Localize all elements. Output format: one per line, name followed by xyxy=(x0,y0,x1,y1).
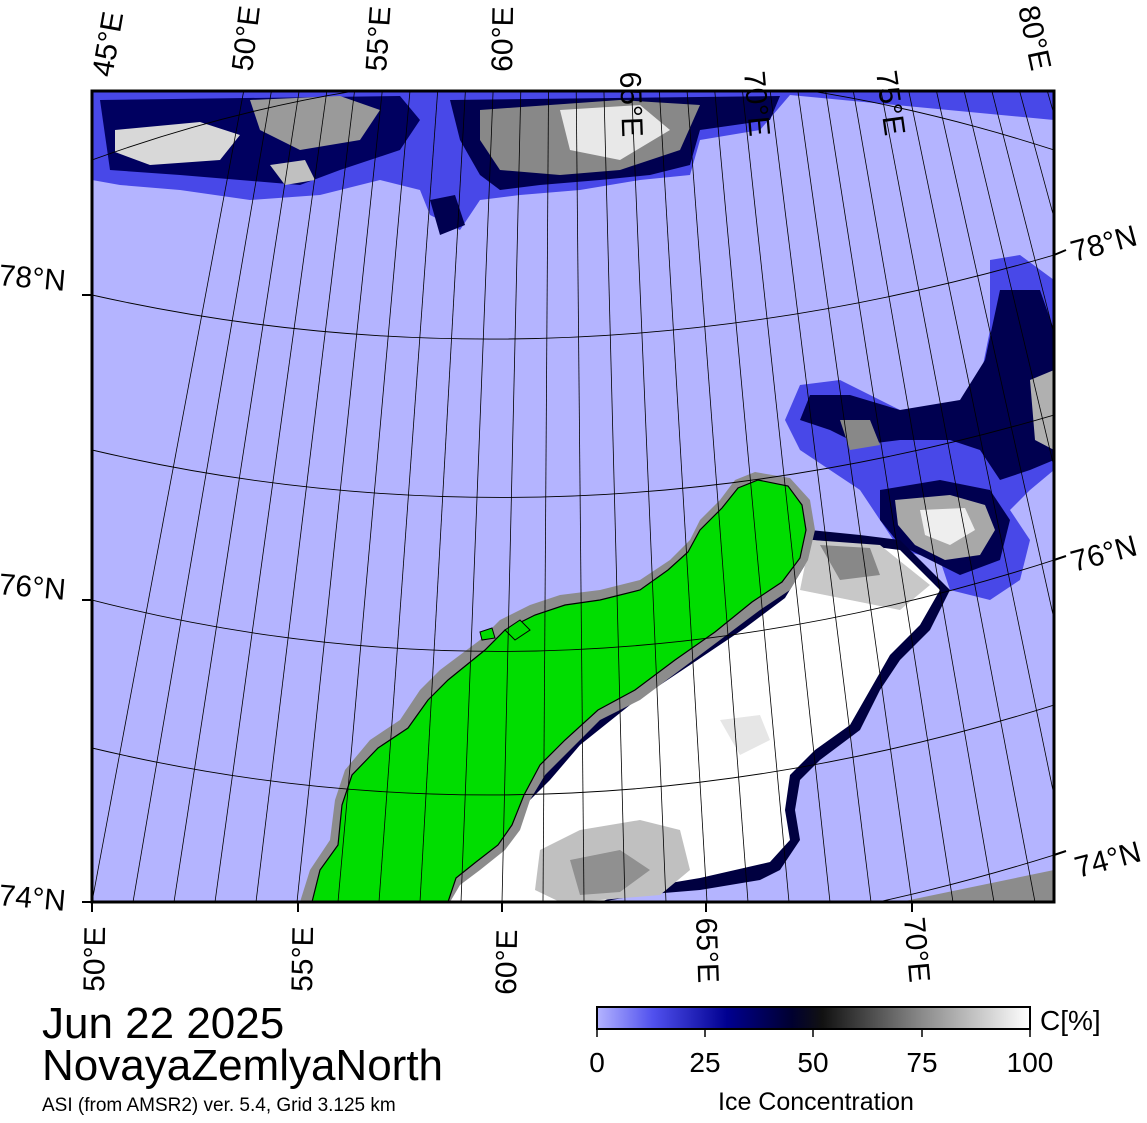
meridian-line xyxy=(658,91,708,902)
top-lon-label: 45°E xyxy=(86,9,130,79)
top-lon-label: 60°E xyxy=(486,6,520,72)
meridian-line xyxy=(769,91,872,902)
data-source-note: ASI (from AMSR2) ver. 5.4, Grid 3.125 km xyxy=(42,1095,396,1116)
colorbar-gradient xyxy=(596,1006,1031,1030)
bottom-lon-label: 55°E xyxy=(286,926,320,992)
left-lat-label: 78°N xyxy=(0,259,67,298)
meridian-line xyxy=(575,91,585,902)
top-lon-label: 70°E xyxy=(737,70,776,138)
meridian-line xyxy=(1075,91,1147,902)
meridian-line xyxy=(132,91,272,902)
island-small-1 xyxy=(504,619,531,641)
left-lat-label: 76°N xyxy=(0,568,67,607)
meridian-line xyxy=(255,91,355,902)
land-patch-southeast xyxy=(900,870,1054,902)
right-lat-label: 78°N xyxy=(1067,220,1140,269)
island-small-2 xyxy=(479,627,496,641)
right-lat-label: 74°N xyxy=(1071,836,1144,885)
meridian-line xyxy=(852,91,995,902)
meridian-line xyxy=(542,91,549,902)
colorbar-tick-100: 100 xyxy=(1007,1047,1054,1078)
top-lon-label: 55°E xyxy=(360,5,397,73)
meridian-line xyxy=(603,91,626,902)
meridian-line xyxy=(825,91,954,902)
top-lon-label: 50°E xyxy=(226,4,267,73)
meridian-line xyxy=(714,91,790,902)
meridian-line xyxy=(92,91,245,902)
latitude-lines xyxy=(92,91,1054,902)
colorbar-tick-25: 25 xyxy=(689,1047,720,1078)
northern-ice-field xyxy=(92,91,1054,235)
top-lon-label: 65°E xyxy=(613,71,648,138)
top-lon-label: 80°E xyxy=(1011,3,1057,74)
colorbar-tick-75: 75 xyxy=(906,1047,937,1078)
meridian-line xyxy=(908,91,1054,798)
longitude-lines xyxy=(92,91,1147,902)
right-latitude-labels: 78°N 76°N 74°N xyxy=(1067,220,1144,885)
frame-ticks xyxy=(82,249,1067,912)
colorbar: 0 25 50 75 100 C[%] Ice Concentration xyxy=(589,1005,1100,1116)
meridian-line xyxy=(963,91,1054,469)
colorbar-title: Ice Concentration xyxy=(718,1088,914,1116)
colorbar-tick-50: 50 xyxy=(797,1047,828,1078)
bottom-lon-label: 70°E xyxy=(897,916,936,984)
meridian-line xyxy=(1046,91,1054,116)
meridian-line xyxy=(296,91,383,902)
map-region-name: NovayaZemlyaNorth xyxy=(42,1041,444,1090)
meridian-line xyxy=(419,91,466,902)
map-date: Jun 22 2025 xyxy=(42,999,285,1048)
colorbar-tick-0: 0 xyxy=(589,1047,605,1078)
map-frame xyxy=(90,89,1056,904)
novaya-zemlya-land xyxy=(311,479,807,902)
right-lat-label: 76°N xyxy=(1067,530,1140,579)
left-lat-label: 74°N xyxy=(0,879,67,918)
top-longitude-labels: 45°E 50°E 55°E 60°E 65°E 70°E 75°E 80°E xyxy=(86,3,1057,138)
bottom-lon-label: 65°E xyxy=(689,917,724,984)
meridian-line xyxy=(880,91,1036,902)
meridian-line xyxy=(631,91,667,902)
bottom-lon-label: 60°E xyxy=(490,929,524,995)
meridian-line xyxy=(378,91,439,902)
meridian-line xyxy=(501,91,522,902)
bottom-longitude-labels: 50°E 55°E 60°E 65°E 70°E xyxy=(78,916,936,995)
meridian-line xyxy=(742,91,831,902)
meridian-line xyxy=(460,91,494,902)
meridian-line xyxy=(936,91,1054,621)
colorbar-unit: C[%] xyxy=(1040,1005,1101,1036)
meridian-line xyxy=(991,91,1054,336)
meridian-line xyxy=(214,91,328,902)
meridian-line xyxy=(173,91,300,902)
left-latitude-labels: 78°N 76°N 74°N xyxy=(0,259,67,918)
meridian-line xyxy=(797,91,913,902)
bottom-lon-label: 50°E xyxy=(78,926,112,992)
meridian-line xyxy=(337,91,411,902)
meridian-line xyxy=(686,91,749,902)
